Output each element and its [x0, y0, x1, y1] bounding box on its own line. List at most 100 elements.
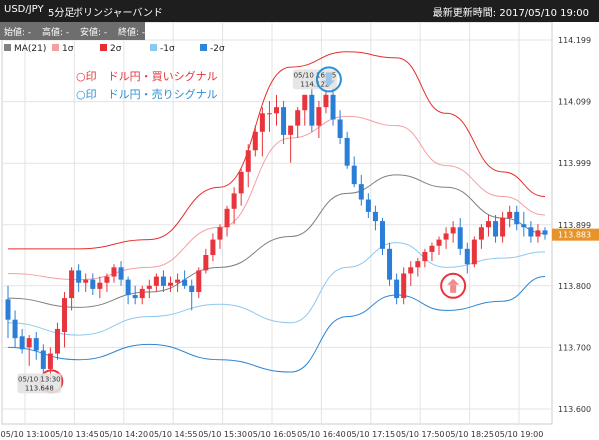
ma21-line — [7, 174, 546, 308]
x-tick-label: 05/10 18:25 — [445, 430, 494, 439]
candle — [224, 205, 230, 237]
candle — [302, 94, 308, 126]
x-tick-label: 05/10 17:15 — [346, 430, 395, 439]
candle-body — [217, 227, 223, 240]
candle-body — [429, 245, 435, 252]
close-value: 終値: - — [118, 28, 146, 38]
candle — [160, 270, 166, 292]
candle — [245, 144, 251, 188]
candle — [408, 261, 414, 286]
buy-signal-circle — [440, 272, 467, 299]
candle — [372, 205, 378, 231]
candle-body — [365, 199, 371, 212]
legend-swatch-plus2 — [100, 44, 107, 51]
candle — [281, 100, 287, 145]
candle — [33, 331, 39, 360]
candle — [309, 87, 315, 132]
candle — [83, 273, 89, 292]
x-tick-label: 05/10 16:40 — [297, 430, 346, 439]
candle — [394, 273, 400, 305]
candle — [464, 242, 470, 274]
candle — [429, 242, 435, 262]
candle-body — [19, 336, 25, 350]
x-tick-label: 05/10 15:30 — [198, 430, 247, 439]
candle-body — [146, 285, 152, 289]
candle-body — [450, 227, 456, 234]
buy-arrow-head — [447, 278, 460, 285]
candle-body — [478, 227, 484, 240]
candle-body — [104, 276, 110, 283]
candle-body — [47, 353, 53, 369]
candle-body — [464, 248, 470, 265]
candle — [344, 131, 350, 169]
x-tick-label: 05/10 13:10 — [1, 430, 50, 439]
legend-swatch-plus1 — [52, 44, 59, 51]
candle-body — [12, 319, 18, 339]
legend-ma: MA(21) — [4, 44, 46, 56]
candle-body — [316, 107, 322, 126]
signal-time: 05/10 13:30 — [18, 375, 61, 383]
candle — [104, 273, 110, 292]
candle — [337, 110, 343, 145]
legend-plus1: 1σ — [52, 44, 73, 56]
candle-body — [245, 150, 251, 172]
candle-body — [471, 239, 477, 265]
minus1-sigma-line — [7, 242, 546, 336]
candle-body — [351, 165, 357, 185]
legend-plus2: 2σ — [100, 44, 121, 56]
open-value: 始値: - — [4, 28, 32, 38]
candle-body — [274, 107, 279, 114]
candle-body — [415, 261, 421, 268]
candle — [259, 107, 265, 157]
candle — [175, 273, 181, 292]
candle-body — [132, 295, 138, 299]
candle — [238, 168, 244, 206]
candle-body — [252, 131, 258, 151]
candle — [5, 285, 11, 339]
candle-body — [5, 299, 11, 320]
candle — [471, 236, 477, 268]
legend-swatch-ma — [4, 44, 11, 51]
y-tick-label: 113.999 — [558, 159, 591, 168]
candle-body — [153, 276, 159, 286]
candle-body — [90, 279, 96, 289]
x-tick-label: 05/10 14:20 — [99, 430, 148, 439]
candle — [203, 248, 209, 274]
candle — [330, 88, 336, 126]
signal-time: 05/10 16:15 — [294, 71, 337, 79]
candle — [69, 267, 75, 311]
candle — [493, 214, 499, 243]
candle — [196, 267, 202, 299]
x-tick-label: 05/10 13:45 — [50, 430, 99, 439]
buy-signal-note: ○印 ドル円・買いシグナル — [76, 70, 218, 83]
candle-body — [288, 125, 294, 135]
candle — [507, 205, 513, 228]
candle — [478, 224, 484, 249]
candle-body — [309, 94, 315, 126]
legend-swatch-minus2 — [200, 44, 207, 51]
candle-body — [514, 211, 520, 225]
candle-body — [485, 221, 491, 228]
ohlc-readout: 始値: - 高値: - 安値: - 終値: - — [0, 22, 145, 40]
y-tick-label: 114.099 — [558, 98, 591, 107]
candle — [443, 227, 449, 249]
current-price-value: 113.883 — [558, 231, 591, 240]
candle — [323, 91, 329, 114]
candle — [90, 273, 96, 296]
signal-price: 114.122 — [300, 80, 329, 88]
candle-body — [436, 239, 442, 246]
candle — [40, 344, 46, 376]
candle — [62, 291, 68, 348]
candle — [118, 261, 124, 286]
candle — [436, 236, 442, 255]
candle-body — [33, 338, 39, 351]
candle — [76, 264, 82, 292]
candle-body — [394, 279, 400, 299]
candle-body — [457, 227, 463, 249]
candle-body — [295, 110, 301, 126]
candle — [47, 347, 53, 379]
candle-body — [266, 113, 272, 115]
candle — [97, 276, 103, 299]
chart-header: USD/JPY 5分足 ボリンジャーバンド 最新更新時間: 2017/05/10… — [0, 0, 599, 22]
candle-body — [69, 270, 75, 299]
